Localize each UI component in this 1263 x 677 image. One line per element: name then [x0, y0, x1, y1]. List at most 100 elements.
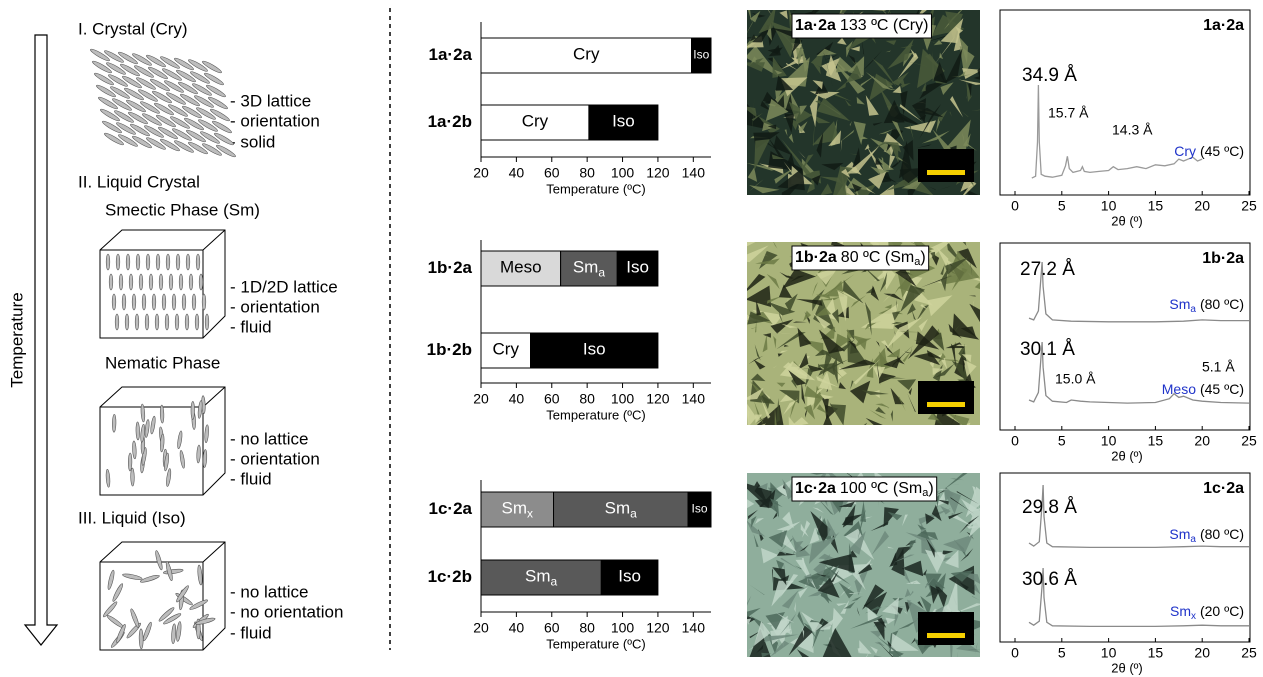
- series-sub: x: [1191, 611, 1196, 622]
- molecule: [154, 550, 163, 570]
- series-condition: (20 ºC): [1200, 603, 1244, 619]
- molecule: [102, 601, 118, 619]
- x-tick-label: 20: [473, 391, 489, 407]
- x-tick-label: 5: [1058, 433, 1066, 449]
- molecule: [165, 314, 169, 330]
- x-tick-label: 5: [1058, 645, 1066, 661]
- series-label: Smx (20 ºC): [1170, 603, 1244, 622]
- series-name: Sm: [1170, 603, 1191, 619]
- molecule: [140, 574, 160, 584]
- x-axis-title: 2θ (º): [1111, 660, 1142, 675]
- molecule: [112, 414, 116, 432]
- molecule: [185, 314, 189, 330]
- x-tick-label: 10: [1101, 433, 1117, 449]
- x-tick-label: 80: [579, 391, 595, 407]
- row-label: 1a·2a: [429, 45, 473, 64]
- segment-name: Iso: [691, 502, 707, 516]
- feature: - no orientation: [230, 602, 343, 621]
- chart-title: 1c·2a: [1203, 480, 1244, 497]
- segment-label: Cry: [522, 112, 549, 131]
- molecule: [179, 274, 183, 290]
- feature: - orientation: [230, 449, 320, 468]
- chart-title: 1b·2a: [1202, 250, 1244, 267]
- molecule: [196, 445, 200, 463]
- molecule: [169, 274, 173, 290]
- segment-label: Iso: [691, 502, 707, 516]
- molecule: [150, 416, 156, 434]
- series-label: Sma(80 ºC): [1169, 296, 1244, 315]
- x-tick-label: 25: [1241, 645, 1257, 661]
- chart-title: 1a·2a: [1203, 17, 1244, 34]
- segment-name: Iso: [618, 567, 641, 586]
- molecule: [122, 294, 126, 310]
- molecule: [179, 450, 185, 468]
- caption-sample: 1b·2a: [795, 249, 837, 266]
- molecule: [126, 254, 130, 270]
- x-tick-label: 80: [579, 165, 595, 181]
- molecule: [172, 294, 176, 310]
- texture: [739, 236, 745, 256]
- molecule: [106, 469, 111, 487]
- series-name: Sm: [1169, 296, 1190, 312]
- segment-name: Cry: [493, 340, 520, 359]
- texture: [866, 655, 885, 670]
- x-tick-label: 100: [611, 165, 635, 181]
- segment-name: Meso: [500, 258, 542, 277]
- x-tick-label: 10: [1101, 198, 1117, 214]
- molecule: [156, 254, 160, 270]
- x-tick-label: 100: [611, 391, 635, 407]
- segment-name: Cry: [573, 45, 600, 64]
- feature: - fluid: [230, 623, 272, 642]
- feature: - orientation: [230, 111, 320, 130]
- row-label: 1c·2b: [428, 567, 472, 586]
- x-tick-label: 120: [646, 620, 670, 636]
- row-label: 1a·2b: [428, 112, 472, 131]
- caption-end: ): [920, 249, 925, 266]
- segment-sub: x: [527, 507, 533, 521]
- x-tick-label: 10: [1101, 645, 1117, 661]
- micrograph-caption: 1a·2a133 ºC (Cry): [795, 17, 928, 34]
- caption-condition: 100 ºC (Sm: [840, 480, 922, 497]
- segment-name: Cry: [522, 112, 549, 131]
- molecule: [136, 254, 140, 270]
- annotation: 29.8 Å: [1022, 497, 1077, 518]
- x-tick-label: 20: [473, 165, 489, 181]
- scale-bar: [927, 633, 965, 638]
- x-tick-label: 25: [1241, 198, 1257, 214]
- x-tick-label: 0: [1011, 645, 1019, 661]
- molecule: [191, 401, 195, 419]
- molecule: [202, 294, 206, 310]
- segment-label: Iso: [693, 48, 709, 62]
- row-label: 1b·2a: [428, 258, 473, 277]
- section-subtitle: Nematic Phase: [105, 353, 220, 372]
- section-subtitle: Smectic Phase (Sm): [105, 200, 260, 219]
- molecule: [145, 314, 149, 330]
- segment-label: Iso: [583, 340, 606, 359]
- caption-end: ): [928, 480, 933, 497]
- molecule: [125, 314, 129, 330]
- segment-name: Sm: [525, 567, 551, 586]
- x-axis-title: 2θ (º): [1111, 448, 1142, 463]
- molecule: [205, 314, 209, 330]
- texture: [828, 201, 847, 207]
- segment-label: Cry: [573, 45, 600, 64]
- series-sub: a: [1190, 534, 1196, 545]
- figure: Temperature I. Crystal (Cry) - 3D lattic…: [0, 0, 1263, 677]
- molecule: [166, 254, 170, 270]
- segment-name: Iso: [583, 340, 606, 359]
- molecule: [171, 624, 176, 644]
- texture: [752, 423, 766, 434]
- molecule: [160, 405, 164, 423]
- molecule: [106, 614, 125, 629]
- molecule: [129, 608, 140, 628]
- x-tick-label: 140: [682, 620, 706, 636]
- segment-name: Iso: [693, 48, 709, 62]
- feature: - 1D/2D lattice: [230, 277, 338, 296]
- molecule: [131, 468, 135, 486]
- series-name: Cry: [1174, 143, 1196, 159]
- series-condition: (45 ºC): [1200, 381, 1244, 397]
- x-tick-label: 5: [1058, 198, 1066, 214]
- section-title: I. Crystal (Cry): [78, 19, 188, 38]
- molecule: [197, 565, 203, 585]
- x-axis-title: Temperature (ºC): [546, 181, 645, 196]
